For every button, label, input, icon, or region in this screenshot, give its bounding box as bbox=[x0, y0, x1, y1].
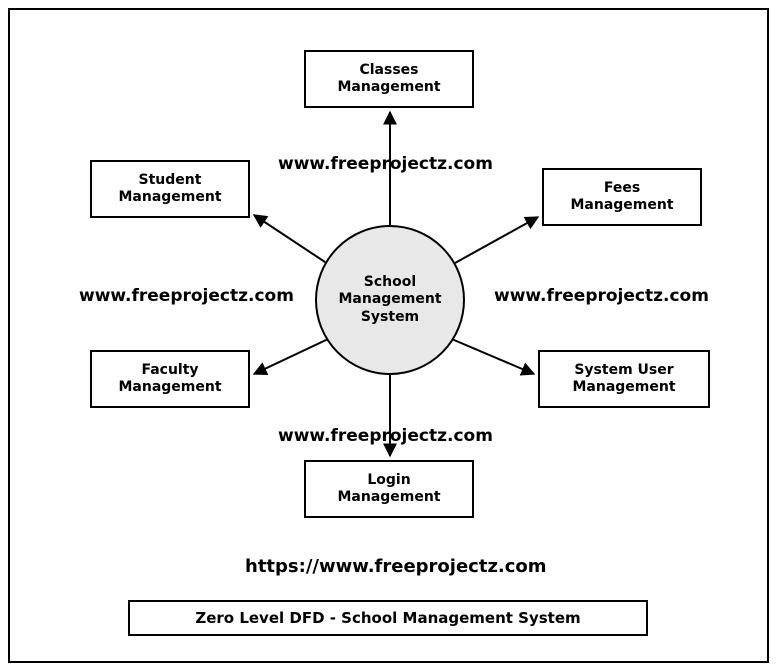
node-login: Login Management bbox=[304, 460, 474, 518]
watermark-text: www.freeprojectz.com bbox=[278, 426, 493, 446]
node-fees: Fees Management bbox=[542, 168, 702, 226]
node-faculty: Faculty Management bbox=[90, 350, 250, 408]
caption-box: Zero Level DFD - School Management Syste… bbox=[128, 600, 648, 636]
watermark-text: https://www.freeprojectz.com bbox=[245, 556, 547, 577]
diagram-canvas: School Management System Classes Managem… bbox=[0, 0, 777, 671]
edge bbox=[254, 340, 326, 374]
node-classes: Classes Management bbox=[304, 50, 474, 108]
watermark-text: www.freeprojectz.com bbox=[494, 286, 709, 306]
center-node: School Management System bbox=[315, 225, 465, 375]
edge bbox=[455, 217, 538, 263]
watermark-text: www.freeprojectz.com bbox=[79, 286, 294, 306]
node-sysuser: System User Management bbox=[538, 350, 710, 408]
watermark-text: www.freeprojectz.com bbox=[278, 154, 493, 174]
edge bbox=[454, 340, 534, 374]
edge bbox=[254, 215, 325, 262]
node-student: Student Management bbox=[90, 160, 250, 218]
